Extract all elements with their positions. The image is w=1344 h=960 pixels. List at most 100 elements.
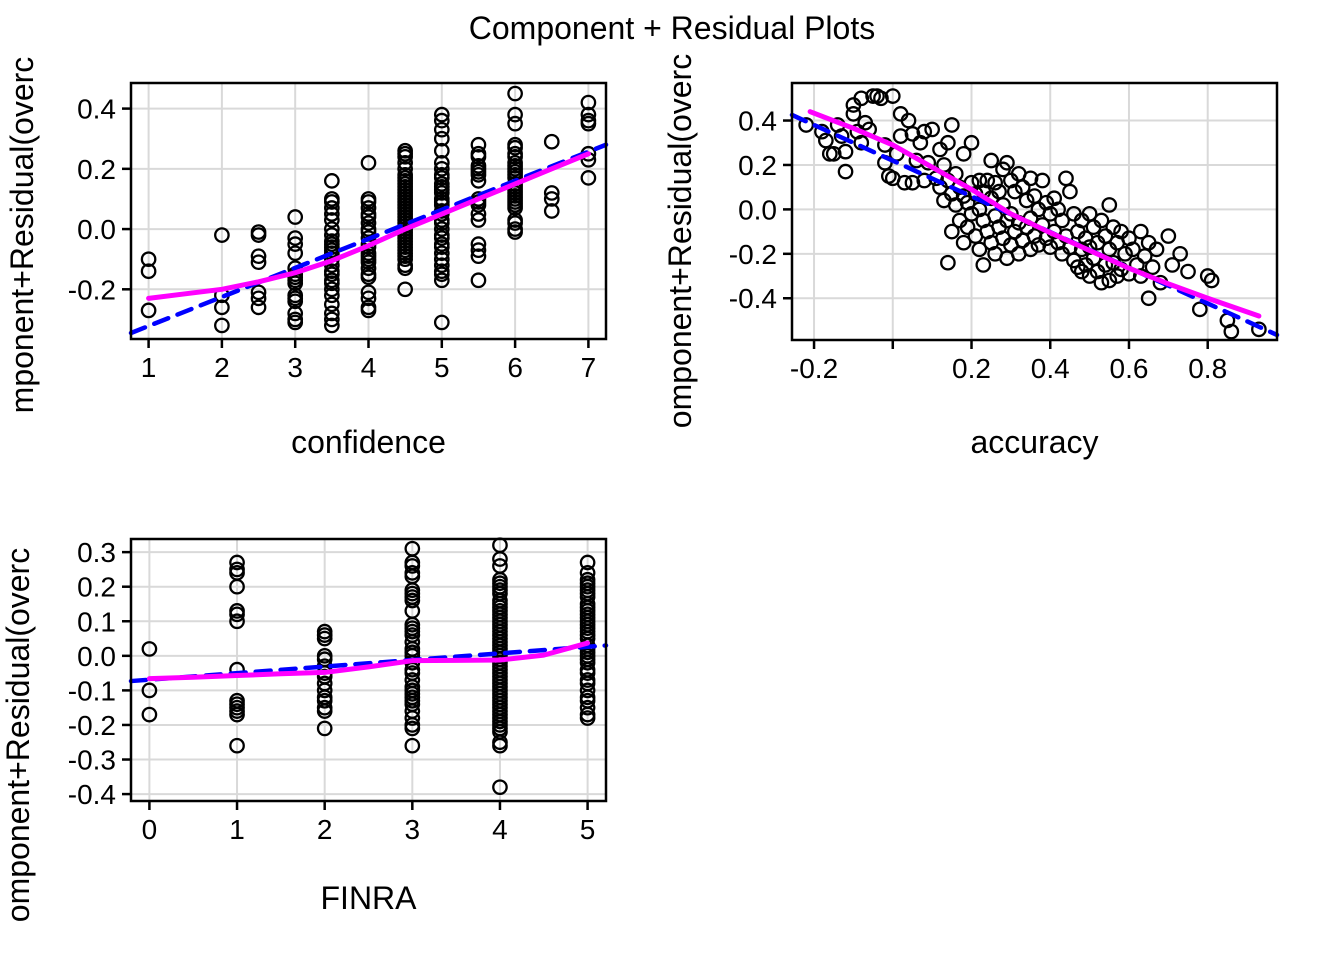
data-point xyxy=(1140,290,1157,307)
data-point xyxy=(833,128,850,144)
data-point xyxy=(433,266,450,283)
data-point xyxy=(963,205,980,222)
data-point xyxy=(360,302,377,319)
data-point xyxy=(963,134,980,151)
x-tick-label: 0.4 xyxy=(1031,353,1070,384)
data-point xyxy=(323,221,340,237)
data-point xyxy=(360,284,377,301)
data-point xyxy=(433,257,450,274)
data-point xyxy=(287,236,304,252)
data-point xyxy=(229,737,245,754)
data-point xyxy=(1101,197,1118,213)
data-point xyxy=(140,251,157,268)
data-point xyxy=(397,160,414,177)
chart-title: Component + Residual Plots xyxy=(468,10,876,46)
data-point xyxy=(250,290,267,307)
data-point xyxy=(433,106,450,123)
y-tick-label: -0.4 xyxy=(68,779,116,810)
y-tick-label: 0.0 xyxy=(77,214,116,245)
data-point xyxy=(1014,179,1031,196)
data-point xyxy=(229,606,245,623)
data-point xyxy=(1003,205,1019,222)
data-point xyxy=(140,302,157,319)
data-point xyxy=(287,209,304,225)
data-point xyxy=(316,692,333,709)
data-point xyxy=(433,272,450,289)
data-point xyxy=(1093,274,1110,291)
data-point xyxy=(507,224,523,240)
data-point xyxy=(1062,183,1078,200)
x-tick-label: 0.6 xyxy=(1110,353,1149,384)
data-point xyxy=(229,578,245,595)
data-point xyxy=(433,245,450,262)
y-tick-label: -0.1 xyxy=(68,675,116,706)
data-point xyxy=(837,143,854,160)
data-point xyxy=(507,148,523,165)
x-tick-label: -0.2 xyxy=(790,353,838,384)
x-axis-label-finra: FINRA xyxy=(320,880,417,916)
data-point xyxy=(837,163,854,180)
data-point xyxy=(1081,268,1098,284)
data-point xyxy=(999,154,1015,171)
data-point xyxy=(433,314,450,331)
data-point xyxy=(1069,259,1086,275)
data-point xyxy=(1101,272,1118,289)
data-point xyxy=(579,710,596,726)
data-point xyxy=(323,305,340,322)
data-point xyxy=(507,139,523,156)
data-point xyxy=(316,630,333,647)
data-point xyxy=(896,174,913,191)
data-point xyxy=(316,703,333,719)
data-point xyxy=(433,154,450,171)
x-tick-label: 2 xyxy=(214,352,230,383)
data-point xyxy=(433,112,450,129)
y-tick-label: -0.4 xyxy=(729,283,777,314)
data-point xyxy=(287,245,304,262)
data-point xyxy=(1144,259,1161,275)
data-point xyxy=(214,299,230,316)
data-point xyxy=(404,710,421,726)
y-tick-label: 0.3 xyxy=(77,537,116,568)
data-point xyxy=(323,317,340,334)
x-tick-label: 4 xyxy=(492,814,508,845)
data-point xyxy=(360,269,377,286)
data-point xyxy=(943,223,960,240)
data-point xyxy=(250,227,267,243)
x-tick-label: 2 xyxy=(317,814,333,845)
data-point xyxy=(1125,241,1141,258)
data-point xyxy=(470,272,487,289)
plot-box xyxy=(129,537,608,803)
data-point xyxy=(1160,228,1177,244)
data-point xyxy=(323,206,340,222)
data-point xyxy=(323,296,340,313)
data-point xyxy=(316,682,333,699)
data-point xyxy=(470,236,487,252)
data-point xyxy=(1105,219,1122,236)
data-point xyxy=(1164,257,1181,273)
data-point xyxy=(543,191,560,207)
data-point xyxy=(404,558,421,574)
data-point xyxy=(507,85,523,102)
y-tick-label: 0.0 xyxy=(77,641,116,672)
data-point xyxy=(360,200,377,216)
data-point xyxy=(433,239,450,255)
data-point xyxy=(507,115,523,132)
data-point xyxy=(250,254,267,271)
x-tick-label: 0.2 xyxy=(952,353,991,384)
data-point xyxy=(360,215,377,231)
x-tick-label: 4 xyxy=(361,352,377,383)
data-point xyxy=(1006,183,1023,200)
data-point xyxy=(250,248,267,265)
data-point xyxy=(287,305,304,322)
data-point xyxy=(141,682,158,699)
data-point xyxy=(323,311,340,328)
data-point xyxy=(470,173,487,189)
panel-accuracy: -0.2 0.2 0.4 0.6 0.8 -0.4 -0.2 0.0 0.2 0.4 xyxy=(729,81,1280,384)
data-point xyxy=(397,154,414,171)
data-point xyxy=(853,134,870,151)
data-point xyxy=(360,209,377,225)
data-point xyxy=(845,106,862,122)
data-point xyxy=(360,254,377,271)
data-point xyxy=(141,641,158,657)
data-point xyxy=(940,254,956,271)
